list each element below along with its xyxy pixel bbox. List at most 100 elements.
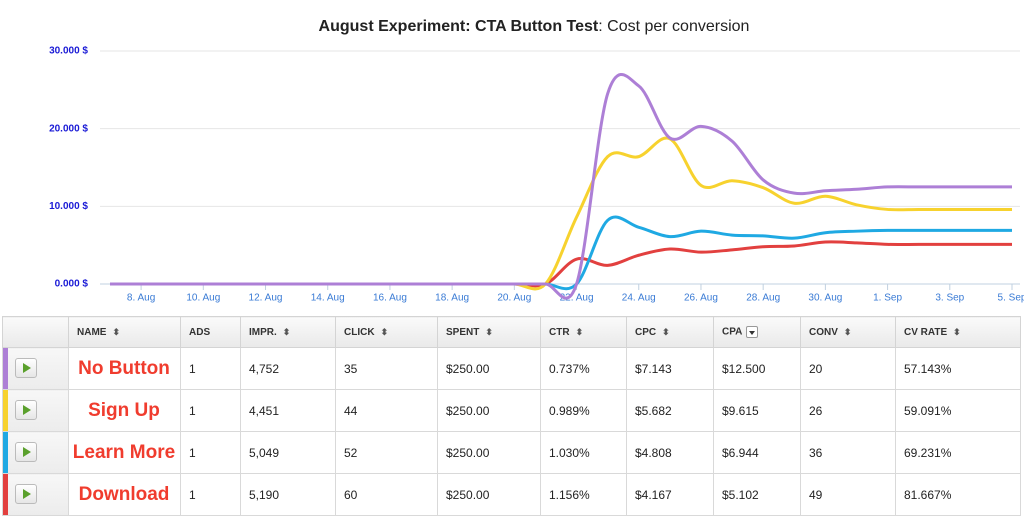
column-header[interactable]: CV RATE ⬍ — [895, 316, 1021, 348]
y-tick-label: 20.000 $ — [49, 123, 88, 134]
column-label: CV RATE — [904, 326, 948, 338]
header-row: NAME ⬍ ADS IMPR. ⬍ CLICK ⬍ SPENT ⬍ CTR ⬍ CPC ⬍ CPA CON… — [2, 316, 1021, 348]
x-tick-label: 10. Aug — [186, 293, 220, 304]
cell: 35 — [335, 347, 438, 390]
cell: 59.091% — [895, 389, 1021, 432]
cell: 0.737% — [540, 347, 627, 390]
cell: $250.00 — [437, 347, 541, 390]
column-header[interactable]: NAME ⬍ — [68, 316, 181, 348]
column-label: CONV — [809, 326, 838, 338]
campaign-table: NAME ⬍ ADS IMPR. ⬍ CLICK ⬍ SPENT ⬍ CTR ⬍ CPC ⬍ CPA CON… — [2, 316, 1021, 516]
row-color — [3, 474, 8, 515]
table-row: Sign Up 1 4,451 44 $250.00 0.989% $5.682 $9.615… — [2, 389, 1021, 432]
play-cell — [2, 347, 69, 390]
play-button[interactable] — [15, 442, 37, 462]
chart-title: August Experiment: CTA Button Test: Cost… — [319, 18, 750, 35]
series-line — [110, 73, 1012, 300]
play-cell — [2, 389, 69, 432]
play-cell — [2, 473, 69, 516]
row-color — [3, 432, 8, 473]
cell: 1 — [180, 431, 241, 474]
cell: 44 — [335, 389, 438, 432]
x-tick-label: 28. Aug — [746, 293, 780, 304]
column-label: CPC — [635, 326, 657, 338]
cell: $250.00 — [437, 431, 541, 474]
header-blank — [2, 316, 69, 348]
play-button[interactable] — [15, 358, 37, 378]
column-label: CTR — [549, 326, 570, 338]
cell: $4.167 — [626, 473, 714, 516]
x-tick-label: 30. Aug — [808, 293, 842, 304]
cell: 4,752 — [240, 347, 336, 390]
sort-icon: ⬍ — [575, 326, 584, 337]
x-tick-label: 12. Aug — [249, 293, 283, 304]
x-tick-label: 8. Aug — [127, 293, 155, 304]
play-button[interactable] — [15, 484, 37, 504]
cell: $250.00 — [437, 389, 541, 432]
cell: 1 — [180, 389, 241, 432]
x-tick-label: 16. Aug — [373, 293, 407, 304]
cell: $5.102 — [713, 473, 801, 516]
cell: 60 — [335, 473, 438, 516]
column-header[interactable]: CPA — [713, 316, 801, 348]
sort-icon: ⬍ — [282, 326, 291, 337]
x-tick-label: 18. Aug — [435, 293, 469, 304]
table-row: Download 1 5,190 60 $250.00 1.156% $4.167 $5.10… — [2, 473, 1021, 516]
row-color — [3, 348, 8, 389]
x-tick-label: 3. Sep — [935, 293, 964, 304]
cell: 1 — [180, 473, 241, 516]
x-tick-label: 22. Aug — [560, 293, 594, 304]
sort-icon: ⬍ — [953, 326, 961, 337]
cell: 1.156% — [540, 473, 627, 516]
column-header: ADS — [180, 316, 241, 348]
ad-name: Download — [68, 473, 181, 516]
column-label: IMPR. — [249, 326, 277, 338]
play-button[interactable] — [15, 400, 37, 420]
cell: 81.667% — [895, 473, 1021, 516]
column-header[interactable]: IMPR. ⬍ — [240, 316, 336, 348]
series-line — [110, 136, 1012, 291]
column-label: CPA — [722, 326, 743, 338]
play-cell — [2, 431, 69, 474]
column-label: ADS — [189, 326, 211, 338]
cell: 20 — [800, 347, 896, 390]
x-tick-label: 5. Sep — [998, 293, 1024, 304]
cell: 5,190 — [240, 473, 336, 516]
cell: 52 — [335, 431, 438, 474]
column-header[interactable]: CONV ⬍ — [800, 316, 896, 348]
x-tick-label: 24. Aug — [622, 293, 656, 304]
x-tick-label: 1. Sep — [873, 293, 902, 304]
series-line — [110, 240, 1012, 288]
subtitle: : Cost per conversion — [598, 18, 749, 35]
column-header[interactable]: CLICK ⬍ — [335, 316, 438, 348]
y-tick-label: 30.000 $ — [49, 46, 88, 57]
column-label: SPENT — [446, 326, 480, 338]
table-body: No Button 1 4,752 35 $250.00 0.737% $7.143 $12.… — [2, 347, 1021, 516]
cell: 26 — [800, 389, 896, 432]
sort-icon: ⬍ — [380, 326, 389, 337]
cell: $4.808 — [626, 431, 714, 474]
x-tick-label: 26. Aug — [684, 293, 718, 304]
x-tick-label: 14. Aug — [311, 293, 345, 304]
ad-name: Learn More — [68, 431, 181, 474]
cell: 1.030% — [540, 431, 627, 474]
cell: $5.682 — [626, 389, 714, 432]
cell: 1 — [180, 347, 241, 390]
column-header[interactable]: SPENT ⬍ — [437, 316, 541, 348]
column-header[interactable]: CPC ⬍ — [626, 316, 714, 348]
table-row: No Button 1 4,752 35 $250.00 0.737% $7.143 $12.… — [2, 347, 1021, 390]
cell: $6.944 — [713, 431, 801, 474]
y-tick-label: 0.000 $ — [55, 279, 89, 290]
cell: 36 — [800, 431, 896, 474]
row-color — [3, 390, 8, 431]
cell: 4,451 — [240, 389, 336, 432]
sort-icon: ⬍ — [843, 326, 852, 337]
sort-dropdown[interactable] — [746, 326, 759, 338]
x-tick-label: 20. Aug — [497, 293, 531, 304]
cell: $7.143 — [626, 347, 714, 390]
column-header[interactable]: CTR ⬍ — [540, 316, 627, 348]
cell: 57.143% — [895, 347, 1021, 390]
cell: 69.231% — [895, 431, 1021, 474]
cell: 5,049 — [240, 431, 336, 474]
cell: $9.615 — [713, 389, 801, 432]
